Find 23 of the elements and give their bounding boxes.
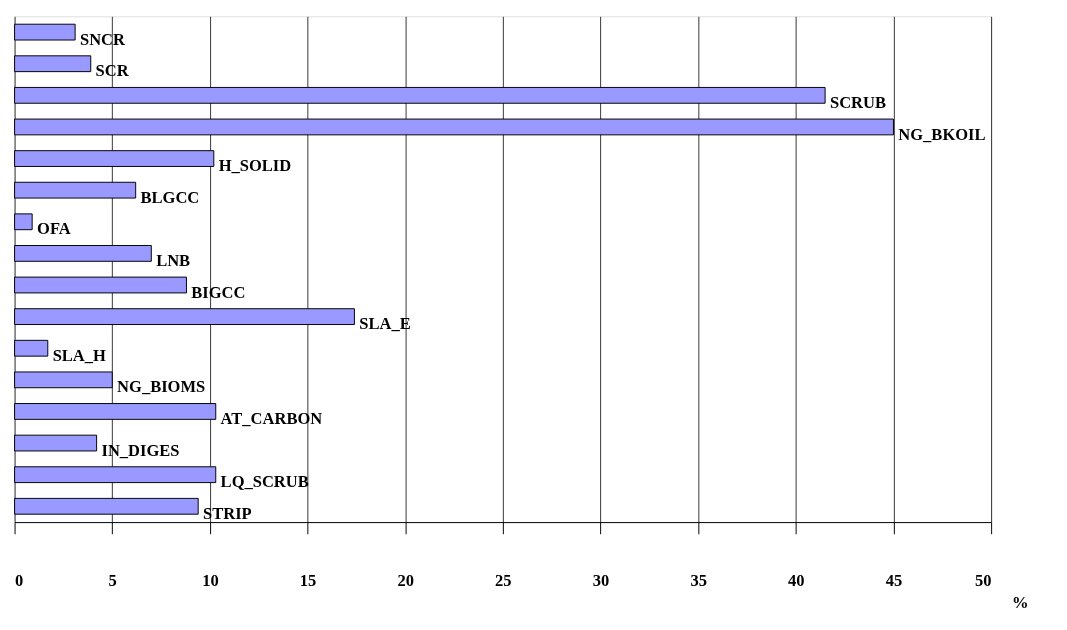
x-tick-label: 40 <box>788 570 805 590</box>
y-tick-label: LNB <box>156 251 191 271</box>
x-tick-label: 50 <box>975 570 992 590</box>
y-tick-label: LQ_SCRUB <box>220 472 309 492</box>
x-tick-label: 15 <box>299 570 317 590</box>
x-tick-label: 0 <box>15 570 24 590</box>
y-tick-label: SLA_E <box>359 314 411 334</box>
y-tick-label: BLGCC <box>140 187 200 207</box>
y-tick-label: OFA <box>37 219 71 239</box>
y-tick-label: SLA_H <box>52 345 107 365</box>
y-tick-label: NG_BKOIL <box>898 124 986 144</box>
x-tick-label: 5 <box>108 570 117 590</box>
x-tick-label: 45 <box>885 570 903 590</box>
x-tick-label: 20 <box>397 570 414 590</box>
x-tick-label: 10 <box>202 570 219 590</box>
y-tick-label: AT_CARBON <box>220 409 323 429</box>
y-tick-label: NG_BIOMS <box>117 377 206 397</box>
x-tick-label: 30 <box>592 570 610 590</box>
x-tick-label: 25 <box>495 570 512 590</box>
y-tick-label: SCRUB <box>829 92 886 112</box>
x-axis-title: % <box>1012 593 1029 613</box>
y-tick-label: H_SOLID <box>218 156 292 176</box>
x-tick-label: 35 <box>690 570 707 590</box>
